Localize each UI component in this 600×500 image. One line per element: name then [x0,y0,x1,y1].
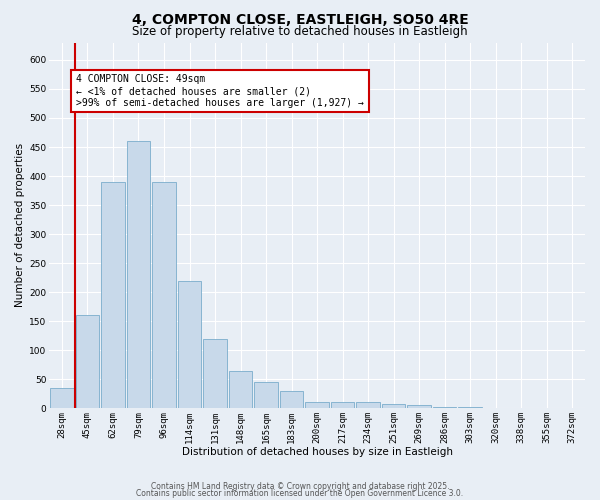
Bar [280,391,304,408]
Bar [331,402,355,408]
Bar [101,182,125,408]
Bar [433,407,457,408]
Bar [203,338,227,408]
Text: Contains public sector information licensed under the Open Government Licence 3.: Contains public sector information licen… [136,489,464,498]
Bar [76,316,99,408]
Bar [458,407,482,408]
Y-axis label: Number of detached properties: Number of detached properties [15,144,25,308]
Bar [50,388,74,408]
Bar [152,182,176,408]
Text: Contains HM Land Registry data © Crown copyright and database right 2025.: Contains HM Land Registry data © Crown c… [151,482,449,491]
Bar [305,402,329,408]
Bar [254,382,278,408]
Text: 4 COMPTON CLOSE: 49sqm
← <1% of detached houses are smaller (2)
>99% of semi-det: 4 COMPTON CLOSE: 49sqm ← <1% of detached… [76,74,364,108]
Bar [382,404,406,408]
Bar [127,141,150,408]
X-axis label: Distribution of detached houses by size in Eastleigh: Distribution of detached houses by size … [182,448,452,458]
Bar [178,280,201,408]
Text: 4, COMPTON CLOSE, EASTLEIGH, SO50 4RE: 4, COMPTON CLOSE, EASTLEIGH, SO50 4RE [131,12,469,26]
Bar [229,370,252,408]
Text: Size of property relative to detached houses in Eastleigh: Size of property relative to detached ho… [132,25,468,38]
Bar [407,406,431,408]
Bar [356,402,380,408]
